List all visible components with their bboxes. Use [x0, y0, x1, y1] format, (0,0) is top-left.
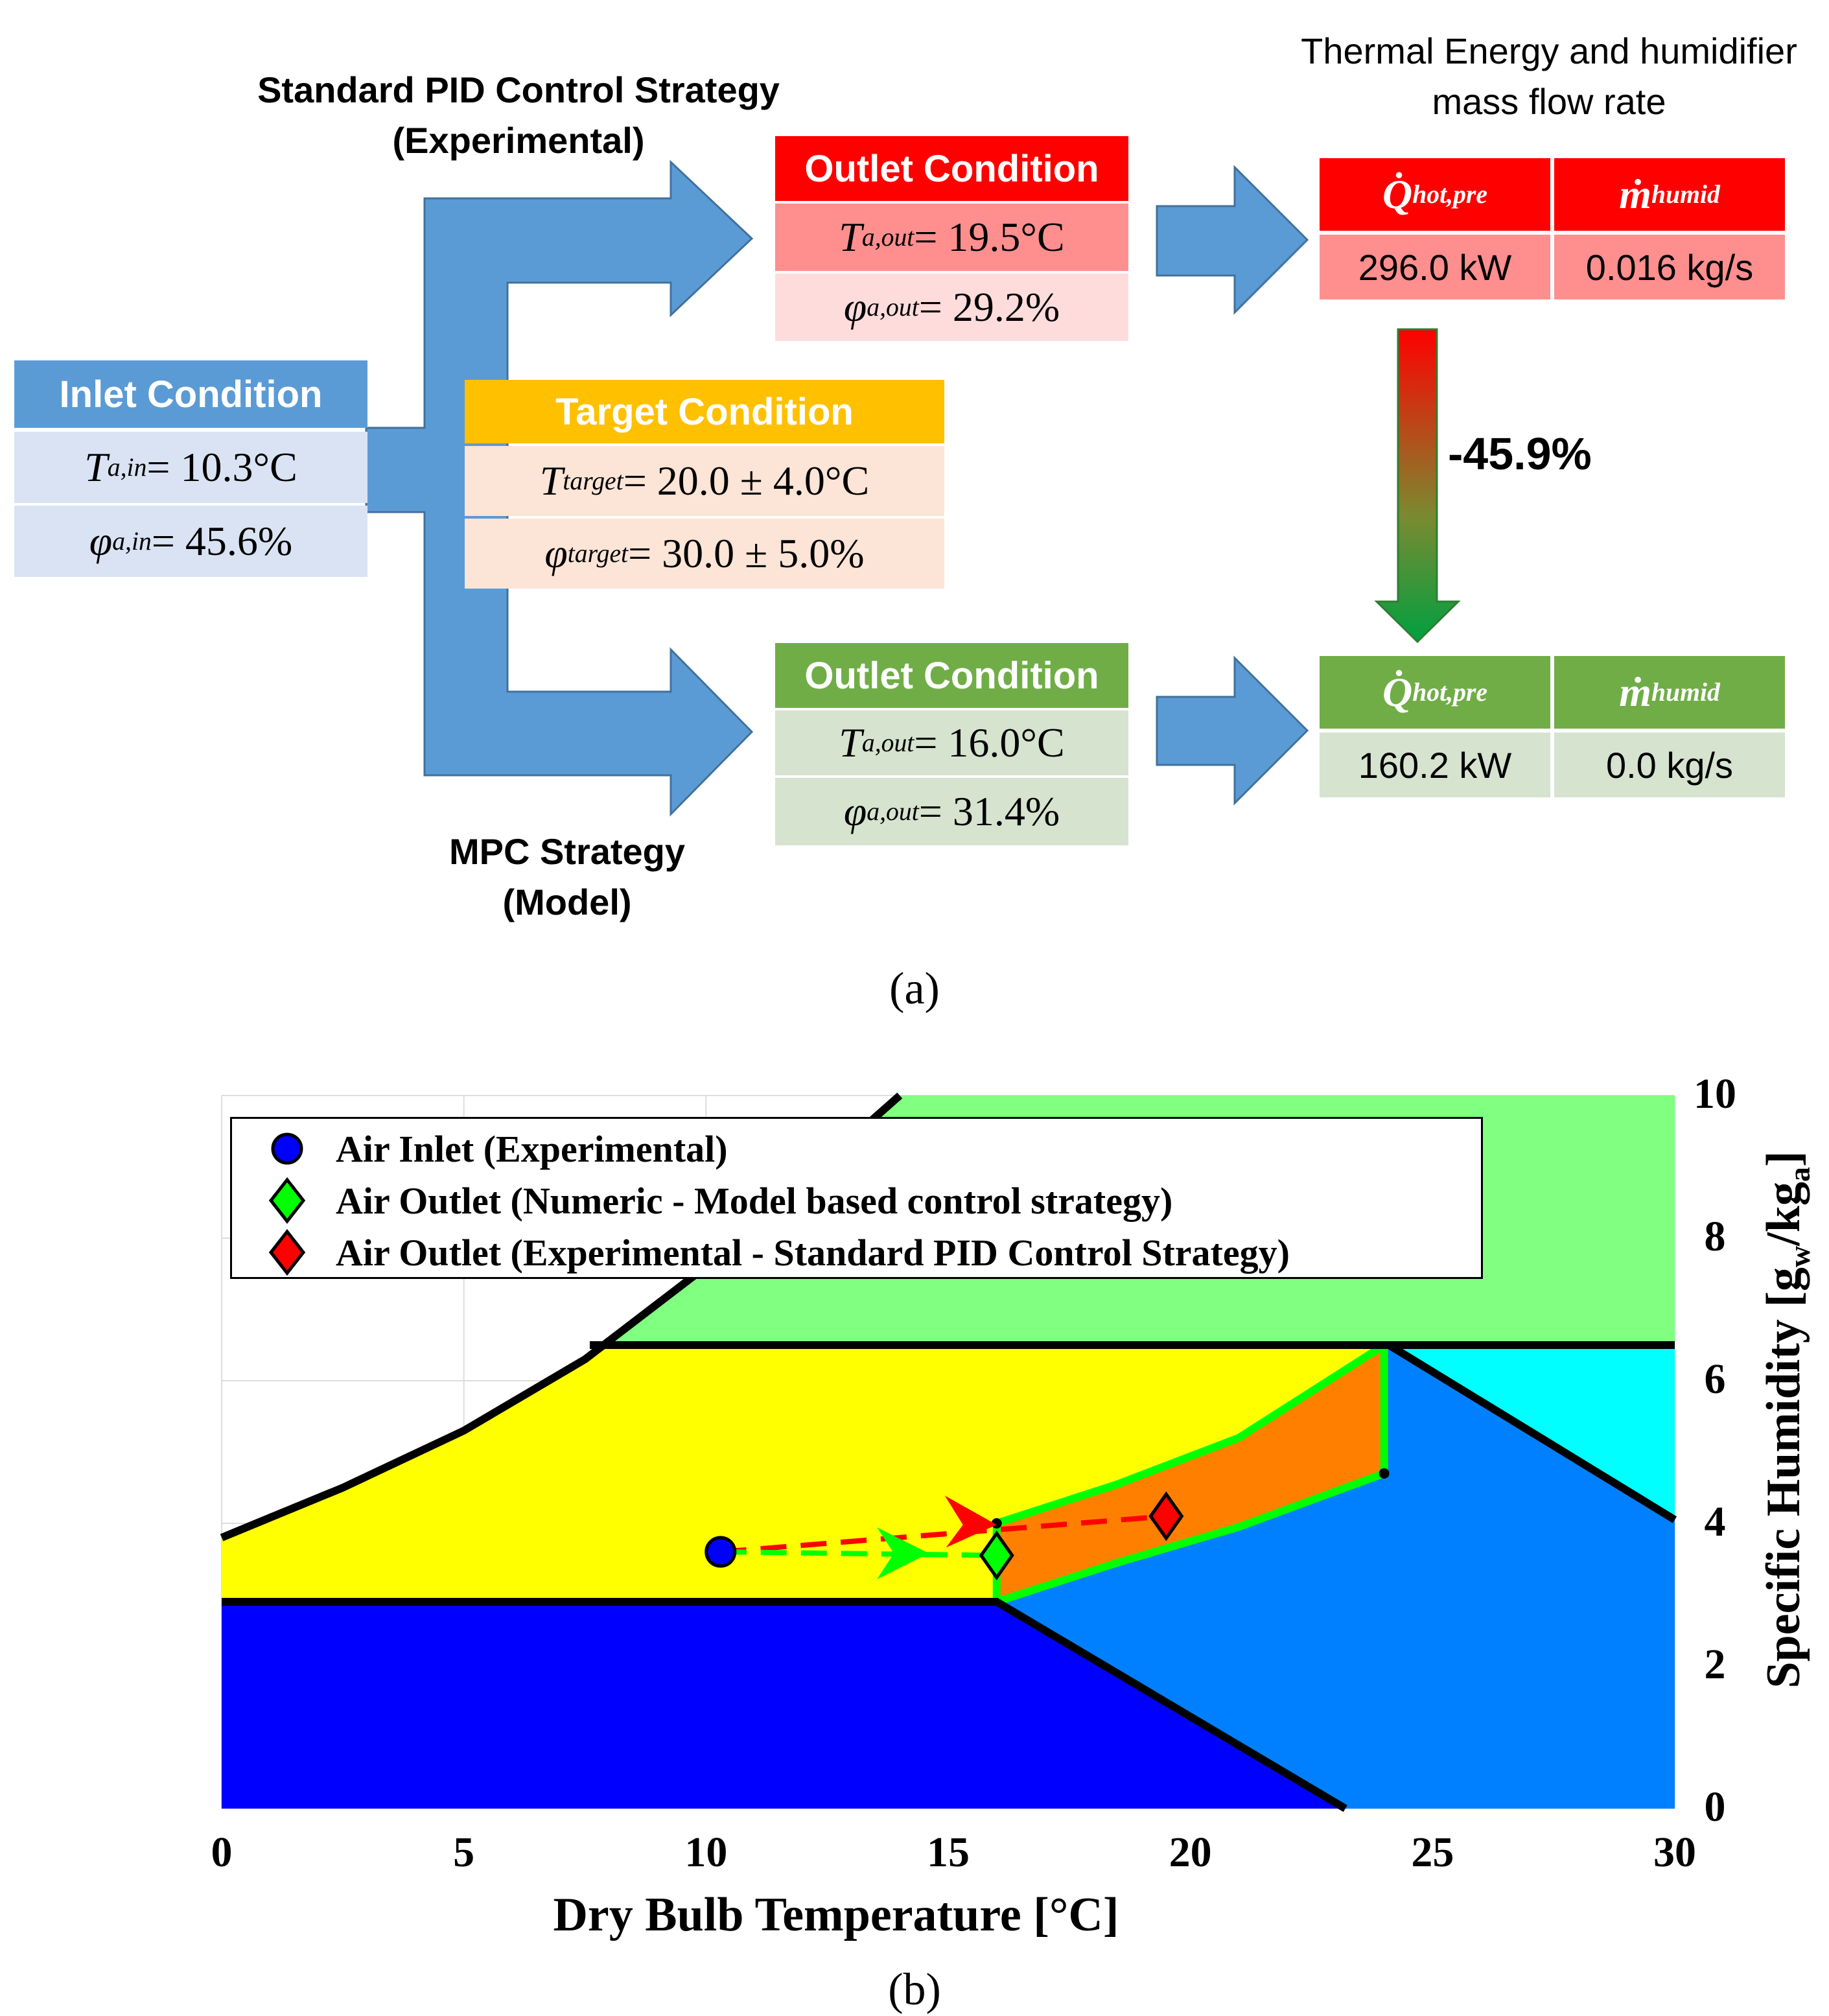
x-axis-label: Dry Bulb Temperature [°C] [553, 1888, 1119, 1941]
pid-strategy-title: Standard PID Control Strategy (Experimen… [257, 69, 780, 161]
inlet-humidity: φ a,in = 45.6% [14, 506, 367, 577]
hot-limit-line [1386, 1341, 1677, 1523]
blue-circle-icon [271, 1132, 303, 1165]
x-tick-label: 0 [211, 1829, 233, 1876]
air-inlet-point [705, 1536, 737, 1568]
energy-pid-table: Q̇ hot,pre ṁ humid 296.0 kW 0.016 kg/s [1320, 158, 1785, 299]
zone-vertex [1379, 1468, 1390, 1479]
energy-mpc-q-value: 160.2 kW [1320, 733, 1550, 797]
outlet-mpc-humidity: φ a,out = 31.4% [775, 778, 1128, 845]
arrow-to-energy-mpc [1156, 655, 1309, 806]
y-tick-label: 0 [1704, 1783, 1726, 1831]
energy-pid-q-header: Q̇ hot,pre [1320, 158, 1550, 231]
pid-trajectory [720, 1514, 1167, 1554]
x-tick-label: 30 [1653, 1829, 1696, 1876]
mpc-trajectory [720, 1549, 997, 1558]
y-axis-label: Specific Humidity [gw/kga] [1757, 1151, 1817, 1689]
dry-limit-line [222, 1598, 1347, 1812]
panel-b-label: (b) [888, 1965, 941, 2015]
x-tick-label: 10 [684, 1829, 728, 1876]
flow-arrows [365, 159, 1461, 817]
y-tick-label: 2 [1704, 1641, 1726, 1688]
chart-legend: Air Inlet (Experimental) Air Outlet (Num… [230, 1117, 1483, 1279]
x-tick-label: 25 [1411, 1829, 1454, 1876]
yellow-zone [222, 1345, 1390, 1602]
arrow-to-energy-pid [1156, 165, 1309, 315]
outlet-mpc-header: Outlet Condition [775, 643, 1128, 708]
x-tick-label: 5 [453, 1829, 475, 1876]
energy-pid-m-header: ṁ humid [1554, 158, 1785, 231]
energy-pid-q-value: 296.0 kW [1320, 235, 1550, 299]
reduction-arrow [1374, 328, 1461, 644]
energy-mpc-table: Q̇ hot,pre ṁ humid 160.2 kW 0.0 kg/s [1320, 656, 1785, 797]
y-tick-label: 8 [1704, 1213, 1726, 1260]
reduction-label: -45.9% [1448, 428, 1592, 479]
x-tick-label: 15 [927, 1829, 970, 1876]
energy-mpc-q-header: Q̇ hot,pre [1320, 656, 1550, 729]
target-header: Target Condition [465, 380, 944, 443]
target-humidity: φ target = 30.0 ± 5.0% [465, 519, 944, 589]
y-tick-label: 6 [1704, 1355, 1726, 1403]
air-outlet-pid-point [1148, 1491, 1184, 1541]
zone-vertex [991, 1518, 1002, 1529]
mpc-strategy-title: MPC Strategy (Model) [449, 831, 686, 922]
red-diamond-icon [268, 1228, 306, 1276]
y-tick-label: 10 [1694, 1070, 1736, 1118]
navy-zone [222, 1602, 1346, 1809]
blue-zone [996, 1345, 1675, 1809]
panel-a-label: (a) [889, 964, 940, 1014]
y-tick-label: 4 [1704, 1498, 1726, 1545]
pid-arrowhead [944, 1495, 997, 1548]
outlet-pid-humidity: φ a,out = 29.2% [775, 274, 1128, 341]
energy-title: Thermal Energy and humidifier mass flow … [1301, 30, 1797, 122]
inlet-header: Inlet Condition [14, 360, 367, 428]
branch-arrow [365, 159, 754, 817]
energy-mpc-m-header: ṁ humid [1554, 656, 1785, 729]
green-diamond-icon [268, 1177, 306, 1225]
mpc-arrowhead [877, 1527, 929, 1580]
x-tick-label: 20 [1169, 1829, 1212, 1876]
air-outlet-mpc-point [979, 1530, 1014, 1580]
outlet-pid-header: Outlet Condition [775, 136, 1128, 201]
energy-pid-m-value: 0.016 kg/s [1554, 235, 1785, 299]
energy-mpc-m-value: 0.0 kg/s [1554, 733, 1785, 797]
